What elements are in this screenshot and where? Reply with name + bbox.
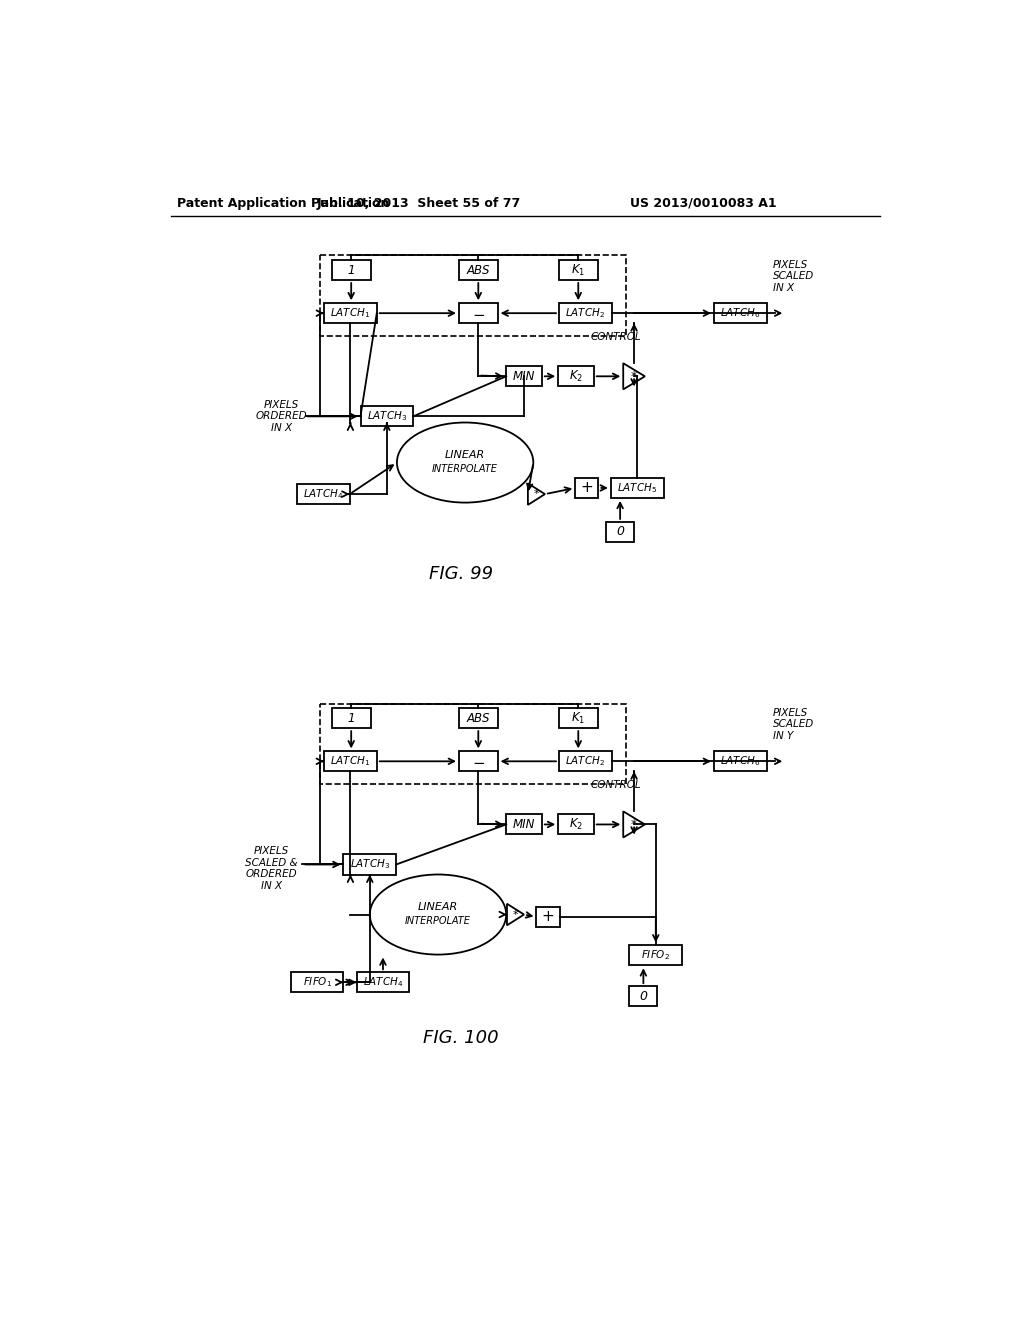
Text: $LATCH_6$: $LATCH_6$ (720, 755, 761, 768)
Text: US 2013/0010083 A1: US 2013/0010083 A1 (630, 197, 777, 210)
Text: Patent Application Publication: Patent Application Publication (177, 197, 389, 210)
Text: CONTROL: CONTROL (591, 333, 642, 342)
Text: 0: 0 (639, 990, 647, 1003)
FancyBboxPatch shape (356, 973, 410, 993)
Text: LINEAR: LINEAR (418, 902, 458, 912)
Text: LINEAR: LINEAR (445, 450, 485, 459)
Text: +: + (542, 909, 554, 924)
Text: FIG. 99: FIG. 99 (429, 565, 494, 583)
FancyBboxPatch shape (343, 854, 396, 874)
Text: $LATCH_4$: $LATCH_4$ (362, 975, 403, 989)
FancyBboxPatch shape (537, 907, 560, 927)
Text: 0: 0 (616, 525, 624, 539)
Text: INTERPOLATE: INTERPOLATE (406, 916, 471, 925)
Text: FIG. 100: FIG. 100 (424, 1028, 499, 1047)
Text: PIXELS
SCALED &
ORDERED
IN X: PIXELS SCALED & ORDERED IN X (245, 846, 298, 891)
FancyBboxPatch shape (559, 751, 611, 771)
Text: ABS: ABS (467, 264, 490, 277)
Text: $LATCH_4$: $LATCH_4$ (303, 487, 343, 502)
Text: PIXELS
ORDERED
IN X: PIXELS ORDERED IN X (256, 400, 307, 433)
FancyBboxPatch shape (360, 407, 414, 426)
FancyBboxPatch shape (324, 751, 377, 771)
Text: $LATCH_2$: $LATCH_2$ (565, 306, 605, 319)
FancyBboxPatch shape (459, 708, 498, 729)
FancyBboxPatch shape (324, 304, 377, 323)
Text: Jan. 10, 2013  Sheet 55 of 77: Jan. 10, 2013 Sheet 55 of 77 (316, 197, 521, 210)
FancyBboxPatch shape (459, 304, 498, 323)
FancyBboxPatch shape (714, 304, 767, 323)
Text: +: + (581, 480, 593, 495)
Text: PIXELS
SCALED
IN X: PIXELS SCALED IN X (773, 260, 814, 293)
FancyBboxPatch shape (559, 260, 598, 280)
FancyBboxPatch shape (506, 814, 542, 834)
Polygon shape (528, 483, 545, 506)
FancyBboxPatch shape (559, 708, 598, 729)
FancyBboxPatch shape (332, 260, 371, 280)
Text: $FIFO_1$: $FIFO_1$ (302, 975, 332, 989)
Text: $-$: $-$ (472, 306, 485, 321)
FancyBboxPatch shape (459, 260, 498, 280)
Text: PIXELS
SCALED
IN Y: PIXELS SCALED IN Y (773, 708, 814, 741)
Polygon shape (624, 812, 645, 837)
Text: *: * (631, 818, 637, 832)
FancyBboxPatch shape (506, 367, 542, 387)
FancyBboxPatch shape (558, 367, 594, 387)
Ellipse shape (397, 422, 534, 503)
Text: 1: 1 (347, 711, 355, 725)
Text: $FIFO_2$: $FIFO_2$ (641, 949, 671, 962)
Ellipse shape (370, 874, 506, 954)
Text: INTERPOLATE: INTERPOLATE (432, 463, 498, 474)
Text: $K_1$: $K_1$ (571, 710, 586, 726)
Text: $LATCH_3$: $LATCH_3$ (367, 409, 407, 424)
FancyBboxPatch shape (291, 973, 343, 993)
Text: *: * (513, 909, 518, 920)
FancyBboxPatch shape (558, 814, 594, 834)
FancyBboxPatch shape (714, 751, 767, 771)
FancyBboxPatch shape (459, 751, 498, 771)
Text: 1: 1 (347, 264, 355, 277)
Text: $LATCH_2$: $LATCH_2$ (565, 755, 605, 768)
Polygon shape (507, 904, 524, 925)
Text: *: * (631, 370, 637, 383)
Text: MIN: MIN (513, 818, 536, 832)
Text: $-$: $-$ (472, 754, 485, 768)
Text: $LATCH_1$: $LATCH_1$ (331, 306, 371, 319)
Text: $K_1$: $K_1$ (571, 263, 586, 277)
FancyBboxPatch shape (630, 945, 682, 965)
FancyBboxPatch shape (611, 478, 664, 498)
FancyBboxPatch shape (559, 304, 611, 323)
Polygon shape (624, 363, 645, 389)
Text: $K_2$: $K_2$ (569, 817, 583, 832)
Text: $K_2$: $K_2$ (569, 368, 583, 384)
Text: *: * (534, 490, 540, 499)
FancyBboxPatch shape (332, 708, 371, 729)
Text: ABS: ABS (467, 711, 490, 725)
FancyBboxPatch shape (297, 484, 349, 504)
Text: MIN: MIN (513, 370, 536, 383)
FancyBboxPatch shape (575, 478, 598, 498)
Text: CONTROL: CONTROL (591, 780, 642, 791)
FancyBboxPatch shape (606, 521, 634, 543)
Text: $LATCH_3$: $LATCH_3$ (349, 858, 390, 871)
Text: $LATCH_1$: $LATCH_1$ (331, 755, 371, 768)
Text: $LATCH_5$: $LATCH_5$ (617, 480, 657, 495)
Text: $LATCH_6$: $LATCH_6$ (720, 306, 761, 319)
FancyBboxPatch shape (630, 986, 657, 1006)
